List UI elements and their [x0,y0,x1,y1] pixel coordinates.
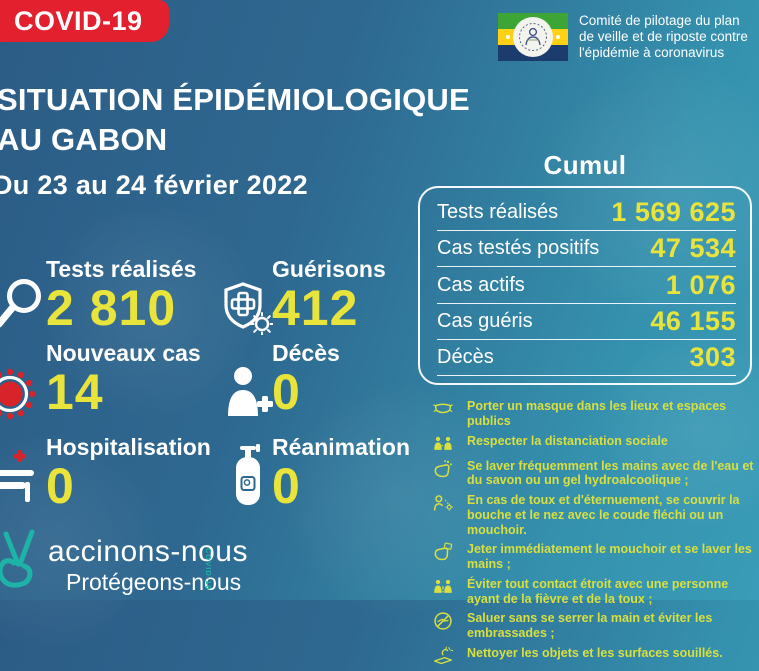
guideline-text: Respecter la distanciation sociale [467,433,668,448]
committee-line-3: l'épidémie à coronavirus [579,44,725,60]
guideline-text: Saluer sans se serrer la main et éviter … [467,611,713,640]
prevention-guidelines: Porter un masque dans les lieux et espac… [433,399,757,671]
committee-text: Comité de pilotage du plan de veille et … [579,13,759,61]
mask-icon [433,403,453,414]
virus-icon [0,368,36,420]
background-virus-pattern [540,60,759,320]
vaccinons-nous-logo: accinons-nous Protégeons-nous COVID-19 [0,528,248,596]
guideline-text: Se laver fréquemment les mains avec de l… [467,458,754,488]
guideline-item: Jeter immédiatement le mouchoir et se la… [433,542,757,572]
cumul-row-value: 303 [689,341,736,372]
covid19-vertical-label: COVID-19 [204,548,213,591]
stat-reanimation: Réanimation 0 [272,434,410,512]
cumul-row-value: 1 076 [665,269,736,300]
cough-icon [433,495,453,511]
guideline-item: En cas de toux et d'éternuement, se couv… [433,493,757,537]
stat-value: 0 [46,458,75,514]
guideline-item: Respecter la distanciation sociale [433,434,757,454]
victory-hand-icon [0,529,35,588]
committee-header: Comité de pilotage du plan de veille et … [498,13,759,61]
covid19-badge-label: COVID-19 [14,5,143,36]
cumul-row-positifs: Cas testés positifs 47 534 [437,231,736,268]
stat-label: Hospitalisation [46,434,211,460]
oxygen-tank-icon [236,444,260,505]
hospital-bed-icon [0,450,34,502]
guideline-text: Éviter tout contact étroit avec une pers… [467,576,729,606]
cumul-row-value: 1 569 625 [611,197,736,228]
background-virus-pattern [600,330,759,530]
vaccinons-line: accinons-nous [48,535,248,568]
guideline-item: Éviter tout contact étroit avec une pers… [433,577,757,607]
avoid-contact-icon [434,579,452,593]
cumul-row-label: Décès [437,345,494,368]
cumul-row-value: 47 534 [650,233,736,264]
stat-guerisons: Guérisons 412 [272,256,386,334]
clean-surfaces-icon [434,646,453,664]
social-distancing-icon [434,436,452,450]
committee-line-2: de veille et de riposte contre [579,29,748,45]
cumul-row-label: Cas guéris [437,309,533,332]
cumul-row-gueris: Cas guéris 46 155 [437,304,736,340]
cumul-row-actifs: Cas actifs 1 076 [437,267,736,304]
stat-tests-realises: Tests réalisés 2 810 [46,256,196,334]
cumul-row-label: Cas testés positifs [437,237,600,260]
magnifier-icon [0,279,41,328]
cumul-row-label: Tests réalisés [437,201,559,224]
guideline-item: Se laver fréquemment les mains avec de l… [433,459,757,489]
stat-value: 2 810 [46,280,177,336]
stat-value: 0 [272,364,301,420]
report-period: Du 23 au 24 février 2022 [0,170,308,200]
stat-value: 14 [46,364,104,420]
no-handshake-icon [434,612,452,630]
tissue-icon [434,542,453,561]
guideline-item: Nettoyer les objets et les surfaces soui… [433,646,757,666]
background-virus-pattern [280,380,520,620]
stat-deces: Décès 0 [272,340,340,418]
page-title-line-1: SITUATION ÉPIDÉMIOLOGIQUE [0,82,470,117]
background-virus-pattern [40,200,260,420]
stat-nouveaux-cas: Nouveaux cas 14 [46,340,201,418]
protegeons-line: Protégeons-nous [66,568,242,595]
guideline-item: Porter un masque dans les lieux et espac… [433,399,757,429]
cumul-row-label: Cas actifs [437,273,525,296]
cumul-row-deces: Décès 303 [437,340,736,377]
page-title-line-2: AU GABON [0,122,168,158]
guideline-text: En cas de toux et d'éternuement, se couv… [467,493,740,537]
guideline-text: Porter un masque dans les lieux et espac… [467,399,727,428]
covid19-badge: COVID-19 [0,0,169,42]
shield-cross-virus-icon [224,282,273,335]
cumul-title: Cumul [543,150,627,180]
stat-value: 0 [272,458,301,514]
cumul-table: Tests réalisés 1 569 625 Cas testés posi… [418,186,752,385]
flag-dot [506,35,510,39]
person-icon [228,367,273,416]
stat-value: 412 [272,280,359,336]
stat-label: Décès [272,340,340,366]
stat-label: Nouveaux cas [46,340,201,366]
gabon-flag [498,13,568,61]
cumul-row-tests: Tests réalisés 1 569 625 [437,195,736,232]
stat-label: Guérisons [272,256,386,282]
committee-line-1: Comité de pilotage du plan [579,13,740,29]
gabon-emblem-figure [519,23,547,51]
guideline-text: Nettoyer les objets et les surfaces soui… [467,645,723,660]
cumul-row-value: 46 155 [650,305,736,336]
stat-label: Tests réalisés [46,256,197,282]
stat-label: Réanimation [272,434,411,460]
gabon-emblem [513,17,553,57]
guideline-text: Jeter immédiatement le mouchoir et se la… [467,542,752,571]
vaccinons-text: accinons-nous Protégeons-nous [48,536,248,596]
flag-dot [556,35,560,39]
stat-hospitalisation: Hospitalisation 0 [46,434,211,512]
guideline-item: Saluer sans se serrer la main et éviter … [433,611,757,641]
page-title: SITUATION ÉPIDÉMIOLOGIQUE AU GABON [0,80,470,161]
hand-washing-icon [434,459,452,477]
